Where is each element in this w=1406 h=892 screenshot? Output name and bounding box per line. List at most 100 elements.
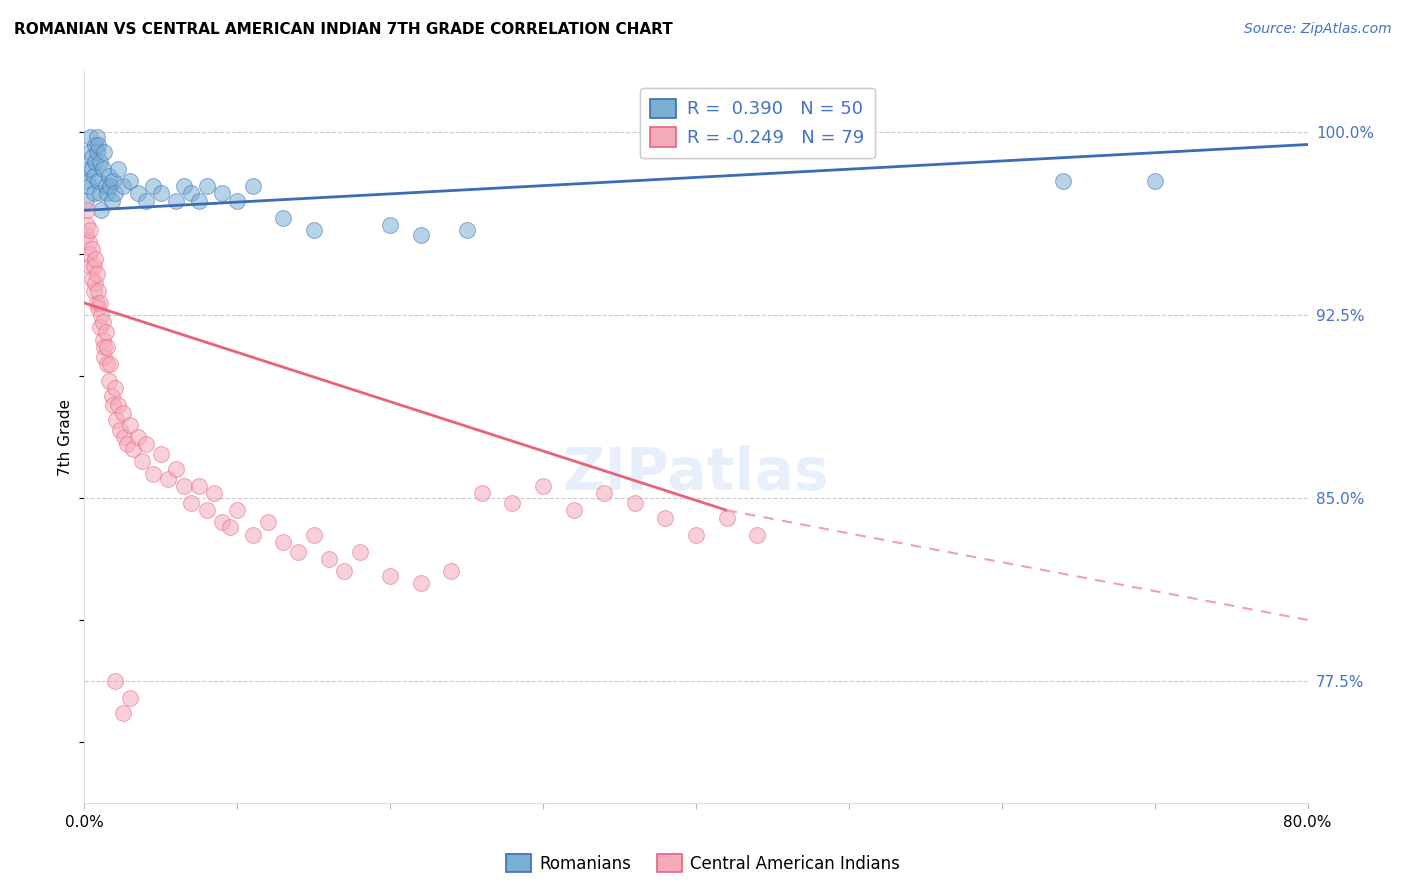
- Point: [180, 186, 202, 201]
- Point: [120, 417, 142, 432]
- Point: [96, 357, 118, 371]
- Point: [83, 186, 105, 201]
- Text: ZIPatlas: ZIPatlas: [562, 445, 830, 502]
- Point: [94, 325, 117, 339]
- Point: [77, 247, 100, 261]
- Point: [111, 706, 134, 720]
- Point: [96, 186, 118, 201]
- Point: [409, 227, 432, 242]
- Point: [180, 496, 202, 510]
- Point: [84, 252, 107, 266]
- Point: [86, 267, 108, 281]
- Point: [685, 527, 707, 541]
- Point: [87, 174, 110, 188]
- Point: [87, 284, 110, 298]
- Point: [93, 145, 115, 159]
- Point: [77, 178, 100, 193]
- Point: [271, 535, 294, 549]
- Point: [302, 527, 325, 541]
- Point: [93, 340, 115, 354]
- Point: [122, 442, 145, 457]
- Point: [79, 130, 101, 145]
- Point: [93, 350, 115, 364]
- Point: [89, 320, 111, 334]
- Point: [111, 406, 134, 420]
- Point: [76, 203, 98, 218]
- Point: [593, 486, 616, 500]
- Point: [94, 178, 117, 193]
- Point: [211, 186, 233, 201]
- Point: [90, 308, 112, 322]
- Point: [86, 145, 108, 159]
- Point: [271, 211, 294, 225]
- Point: [257, 516, 280, 530]
- Point: [77, 161, 100, 176]
- Point: [120, 690, 142, 705]
- Point: [91, 333, 114, 347]
- Point: [456, 223, 478, 237]
- Point: [380, 569, 402, 583]
- Point: [624, 496, 647, 510]
- Point: [101, 194, 124, 208]
- Point: [127, 186, 149, 201]
- Point: [87, 301, 110, 315]
- Point: [91, 316, 114, 330]
- Point: [380, 218, 402, 232]
- Point: [83, 284, 105, 298]
- Point: [142, 178, 165, 193]
- Point: [90, 203, 112, 218]
- Point: [1143, 174, 1166, 188]
- Point: [107, 398, 129, 412]
- Point: [76, 218, 98, 232]
- Point: [120, 174, 142, 188]
- Point: [112, 430, 135, 444]
- Point: [302, 223, 325, 237]
- Point: [502, 496, 524, 510]
- Point: [104, 673, 127, 688]
- Point: [84, 137, 107, 152]
- Point: [165, 194, 187, 208]
- Point: [91, 161, 114, 176]
- Point: [287, 544, 309, 558]
- Point: [218, 520, 240, 534]
- Point: [80, 243, 103, 257]
- Point: [157, 471, 180, 485]
- Point: [108, 423, 131, 437]
- Point: [226, 503, 249, 517]
- Point: [80, 161, 103, 176]
- Point: [531, 479, 554, 493]
- Point: [76, 174, 98, 188]
- Point: [188, 194, 211, 208]
- Legend: Romanians, Central American Indians: Romanians, Central American Indians: [499, 847, 907, 880]
- Point: [242, 527, 264, 541]
- Point: [349, 544, 371, 558]
- Point: [84, 154, 107, 169]
- Text: ROMANIAN VS CENTRAL AMERICAN INDIAN 7TH GRADE CORRELATION CHART: ROMANIAN VS CENTRAL AMERICAN INDIAN 7TH …: [14, 22, 673, 37]
- Point: [79, 223, 101, 237]
- Point: [165, 462, 187, 476]
- Point: [211, 516, 233, 530]
- Point: [226, 194, 249, 208]
- Point: [104, 381, 127, 395]
- Point: [83, 260, 105, 274]
- Point: [86, 296, 108, 310]
- Point: [1052, 174, 1074, 188]
- Point: [89, 154, 111, 169]
- Point: [142, 467, 165, 481]
- Point: [440, 564, 463, 578]
- Point: [195, 503, 218, 517]
- Point: [173, 178, 195, 193]
- Point: [89, 186, 111, 201]
- Point: [195, 178, 218, 193]
- Point: [103, 398, 125, 412]
- Point: [80, 271, 103, 285]
- Point: [75, 227, 97, 242]
- Point: [333, 564, 356, 578]
- Point: [79, 260, 101, 274]
- Point: [97, 374, 120, 388]
- Point: [188, 479, 211, 493]
- Point: [101, 389, 124, 403]
- Text: Source: ZipAtlas.com: Source: ZipAtlas.com: [1244, 22, 1392, 37]
- Point: [173, 479, 195, 493]
- Point: [127, 430, 149, 444]
